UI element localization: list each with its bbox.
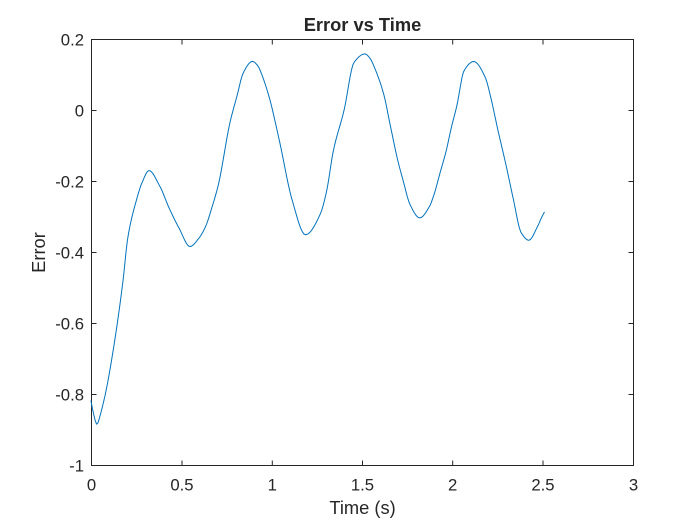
svg-text:0: 0 xyxy=(87,476,96,495)
svg-text:Error vs Time: Error vs Time xyxy=(304,14,422,35)
svg-text:3: 3 xyxy=(629,476,638,495)
svg-text:2.5: 2.5 xyxy=(531,476,554,495)
svg-text:1: 1 xyxy=(268,476,277,495)
svg-text:1.5: 1.5 xyxy=(351,476,374,495)
svg-text:2: 2 xyxy=(448,476,457,495)
svg-text:-0.2: -0.2 xyxy=(55,173,84,192)
svg-text:-1: -1 xyxy=(69,457,84,476)
svg-text:0: 0 xyxy=(75,102,84,121)
svg-text:-0.6: -0.6 xyxy=(55,315,84,334)
svg-text:0.5: 0.5 xyxy=(170,476,193,495)
svg-text:0.2: 0.2 xyxy=(61,31,84,50)
svg-text:-0.8: -0.8 xyxy=(55,386,84,405)
svg-text:Error: Error xyxy=(28,232,49,273)
svg-text:Time (s): Time (s) xyxy=(329,497,395,518)
svg-text:-0.4: -0.4 xyxy=(55,244,84,263)
